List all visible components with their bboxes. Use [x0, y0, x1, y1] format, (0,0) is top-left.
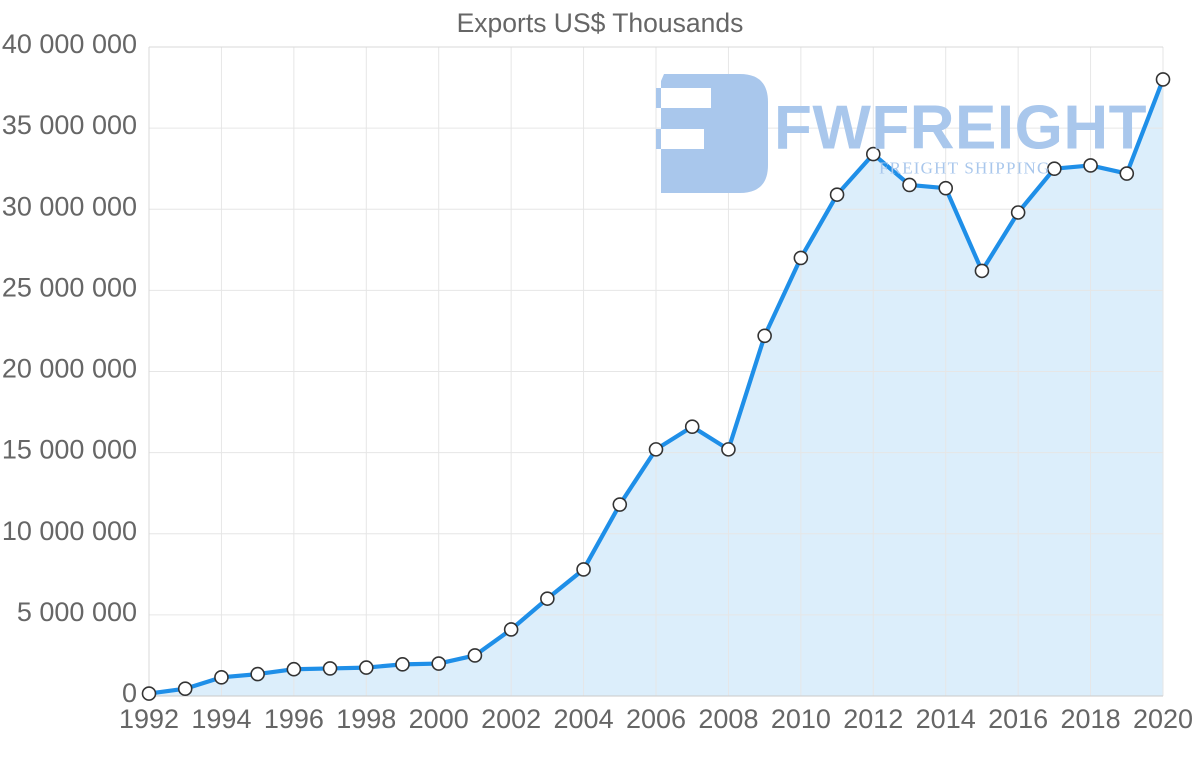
svg-text:10 000 000: 10 000 000 — [2, 516, 137, 546]
svg-text:1996: 1996 — [264, 704, 324, 734]
svg-text:2016: 2016 — [988, 704, 1048, 734]
svg-text:20 000 000: 20 000 000 — [2, 354, 137, 384]
svg-text:2012: 2012 — [843, 704, 903, 734]
svg-text:1992: 1992 — [119, 704, 179, 734]
svg-text:2018: 2018 — [1061, 704, 1121, 734]
svg-text:2002: 2002 — [481, 704, 541, 734]
svg-text:2014: 2014 — [916, 704, 976, 734]
svg-text:30 000 000: 30 000 000 — [2, 191, 137, 221]
svg-text:2006: 2006 — [626, 704, 686, 734]
svg-text:1994: 1994 — [191, 704, 251, 734]
svg-text:1998: 1998 — [336, 704, 396, 734]
svg-text:2010: 2010 — [771, 704, 831, 734]
svg-text:2000: 2000 — [409, 704, 469, 734]
svg-text:FWFREIGHT: FWFREIGHT — [774, 94, 1147, 163]
svg-text:2004: 2004 — [554, 704, 614, 734]
svg-text:15 000 000: 15 000 000 — [2, 435, 137, 465]
svg-text:2008: 2008 — [698, 704, 758, 734]
svg-text:2020: 2020 — [1133, 704, 1193, 734]
svg-text:35 000 000: 35 000 000 — [2, 110, 137, 140]
svg-text:FREIGHT SHIPPING: FREIGHT SHIPPING — [879, 159, 1050, 178]
svg-text:5 000 000: 5 000 000 — [17, 597, 137, 627]
svg-text:25 000 000: 25 000 000 — [2, 272, 137, 302]
